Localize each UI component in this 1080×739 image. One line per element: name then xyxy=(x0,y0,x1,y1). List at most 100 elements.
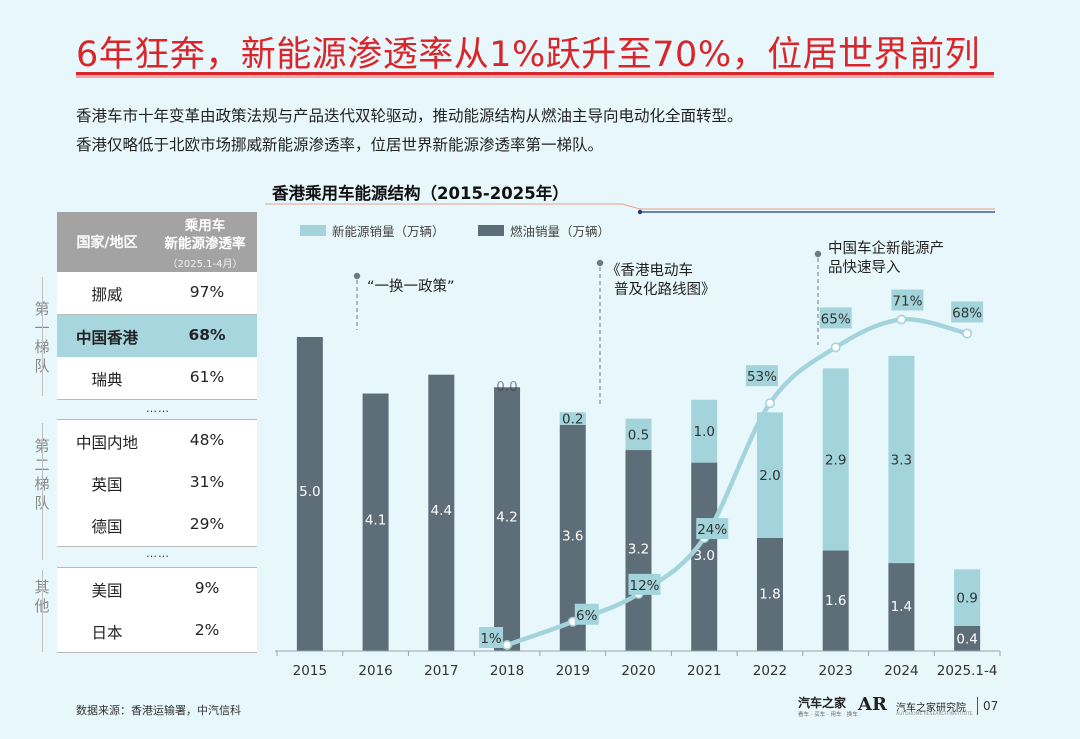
header-rate-line1: 乘用车 xyxy=(184,218,226,234)
page-number-divider xyxy=(977,697,978,715)
row-country: 日本 xyxy=(91,624,123,642)
bar-fuel xyxy=(428,374,455,651)
data-label-fuel: 1.8 xyxy=(759,586,780,602)
legend-swatch-nev xyxy=(300,225,326,236)
data-label-fuel: 1.6 xyxy=(825,593,846,609)
penetration-label-box xyxy=(574,603,599,625)
legend-item-nev: 新能源销量（万辆） xyxy=(300,221,445,240)
penetration-label-box xyxy=(745,365,778,387)
subtitle-line-1: 香港车市十年变革由政策法规与产品迭代双轮驱动，推动能源结构从燃油主导向电动化全面… xyxy=(76,107,743,125)
data-label-nev: 0.5 xyxy=(628,427,649,443)
data-label-fuel: 4.2 xyxy=(496,509,517,525)
tier-label-2: 第二梯队 xyxy=(33,437,51,513)
legend-label-fuel: 燃油销量（万辆） xyxy=(510,224,611,239)
x-tick-label: 2021 xyxy=(687,663,721,679)
data-label-nev: 2.0 xyxy=(759,468,780,484)
table-row: 日本 2% xyxy=(57,610,257,653)
annotation-label: 普及化路线图》 xyxy=(614,281,716,298)
penetration-point xyxy=(830,342,841,353)
legend-swatch-fuel xyxy=(478,225,504,236)
penetration-label-box xyxy=(628,573,661,595)
x-tick-label: 2024 xyxy=(884,663,918,679)
row-rate: 68% xyxy=(188,326,226,344)
penetration-point xyxy=(502,639,513,650)
table-row: 瑞典 61% xyxy=(57,357,257,400)
table-ellipsis: …… xyxy=(146,547,170,560)
penetration-label-box xyxy=(891,289,924,311)
header-period: （2025.1-4月） xyxy=(167,259,243,270)
x-tick-label: 2016 xyxy=(358,663,392,679)
penetration-label-box xyxy=(951,301,984,323)
row-country: 中国香港 xyxy=(75,329,138,347)
annotation-label: 《香港电动车 xyxy=(606,262,693,279)
penetration-label: 71% xyxy=(892,294,922,310)
bar-fuel xyxy=(888,563,915,651)
bar-fuel xyxy=(756,537,783,651)
table-ellipsis: …… xyxy=(146,402,170,415)
research-institute-name: 汽车之家研究院 xyxy=(896,703,966,714)
tier-bracket-line xyxy=(42,423,43,560)
tier-bracket-line xyxy=(42,277,43,396)
bar-fuel xyxy=(362,393,389,651)
penetration-point xyxy=(896,314,907,325)
data-source: 数据来源：香港运输署，中汽信科 xyxy=(76,704,241,717)
penetration-point xyxy=(764,398,775,409)
penetration-label: 65% xyxy=(821,311,851,327)
row-rate: 48% xyxy=(189,431,225,449)
header-country: 国家/地区 xyxy=(76,235,138,251)
bar-nev xyxy=(756,412,783,538)
data-label-fuel: 4.1 xyxy=(365,513,386,529)
header-rate: 乘用车 新能源渗透率 xyxy=(153,217,257,253)
title-underline-shadow xyxy=(76,75,994,78)
penetration-point xyxy=(962,328,973,339)
row-country: 美国 xyxy=(91,582,123,600)
data-label-fuel: 0.4 xyxy=(956,631,977,647)
penetration-label: 24% xyxy=(697,522,727,538)
data-label-nev: 0.2 xyxy=(562,412,583,428)
bar-fuel xyxy=(296,337,323,651)
data-label-nev: 0.9 xyxy=(956,591,977,607)
x-tick-label: 2025.1-4 xyxy=(937,663,998,679)
bar-nev xyxy=(625,418,652,451)
data-label-fuel: 1.4 xyxy=(891,599,912,615)
data-label-nev-bg xyxy=(559,412,586,425)
bar-nev xyxy=(954,569,981,626)
x-tick-label: 2020 xyxy=(621,663,655,679)
row-rate: 61% xyxy=(189,368,225,386)
x-tick-label: 2019 xyxy=(556,663,590,679)
research-institute-en: AUTOHOME RESEARCH INSTITUTE xyxy=(896,712,973,717)
penetration-label: 6% xyxy=(576,608,598,624)
data-label-fuel: 3.0 xyxy=(693,548,714,564)
row-rate: 31% xyxy=(189,473,225,491)
data-label-nev: 0.0 xyxy=(496,379,517,395)
x-tick-label: 2022 xyxy=(753,663,787,679)
penetration-label-box xyxy=(819,307,852,329)
table-row-highlight: 中国香港 68% xyxy=(57,315,257,358)
annotation-label: 品快速导入 xyxy=(828,259,901,276)
table-header: 国家/地区 乘用车 新能源渗透率 （2025.1-4月） xyxy=(57,212,257,272)
bar-fuel xyxy=(691,462,718,651)
penetration-label: 12% xyxy=(629,578,659,594)
data-label-nev: 1.0 xyxy=(693,424,714,440)
bar-nev xyxy=(691,399,718,463)
x-tick-label: 2015 xyxy=(293,663,327,679)
title-underline xyxy=(76,72,994,75)
tier-label-3: 其他 xyxy=(33,578,51,616)
research-logo-icon: AR xyxy=(858,694,887,715)
penetration-label: 68% xyxy=(952,305,982,321)
brand-logo-text: 汽车之家 xyxy=(798,696,847,710)
page-title: 6年狂奔，新能源渗透率从1%跃升至70%，位居世界前列 xyxy=(76,35,981,75)
row-rate: 29% xyxy=(189,515,225,533)
legend-item-fuel: 燃油销量（万辆） xyxy=(478,221,610,240)
bar-fuel xyxy=(954,625,981,651)
row-country: 德国 xyxy=(91,518,123,536)
bar-fuel xyxy=(625,450,652,651)
row-country: 挪威 xyxy=(91,286,123,304)
table-row: 德国 29% xyxy=(57,504,257,547)
row-rate: 9% xyxy=(194,579,220,597)
bar-nev xyxy=(888,355,915,564)
tier-bracket-line xyxy=(42,570,43,652)
table-row: 中国内地 48% xyxy=(57,419,257,463)
page-number: 07 xyxy=(983,699,999,713)
